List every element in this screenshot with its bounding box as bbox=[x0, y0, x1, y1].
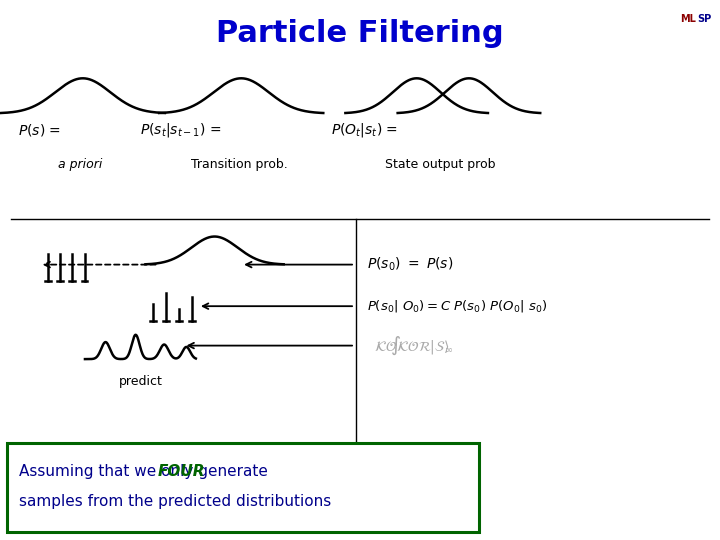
Text: $P(s_0)\ =\ P(s)$: $P(s_0)\ =\ P(s)$ bbox=[367, 256, 454, 273]
Text: State output prob: State output prob bbox=[385, 158, 496, 171]
Text: SP: SP bbox=[697, 14, 711, 24]
FancyBboxPatch shape bbox=[7, 443, 479, 532]
Text: $P(s)$ =: $P(s)$ = bbox=[18, 122, 61, 138]
Text: samples from the predicted distributions: samples from the predicted distributions bbox=[19, 494, 332, 509]
Text: FOUR: FOUR bbox=[158, 464, 205, 479]
Text: $P(s_0|\ O_0) = C\ P(s_0)\ P(O_0|\ s_0)$: $P(s_0|\ O_0) = C\ P(s_0)\ P(O_0|\ s_0)$ bbox=[367, 298, 547, 314]
Text: $P(s_t|s_{t-1})$ =: $P(s_t|s_{t-1})$ = bbox=[140, 120, 222, 139]
Text: ML: ML bbox=[680, 14, 696, 24]
Text: Transition prob.: Transition prob. bbox=[192, 158, 288, 171]
Text: $P(O_t|s_t)$ =: $P(O_t|s_t)$ = bbox=[331, 120, 398, 139]
Text: $\mathcal{K}\mathcal{O}\!\!\int\!\!\mathcal{K}\mathcal{O}\mathcal{R}|\mathcal{S}: $\mathcal{K}\mathcal{O}\!\!\int\!\!\math… bbox=[374, 334, 454, 357]
Text: Particle Filtering: Particle Filtering bbox=[216, 19, 504, 48]
Text: predict: predict bbox=[119, 375, 162, 388]
Text: Assuming that we only generate: Assuming that we only generate bbox=[19, 464, 273, 479]
Text: a priori: a priori bbox=[58, 158, 103, 171]
